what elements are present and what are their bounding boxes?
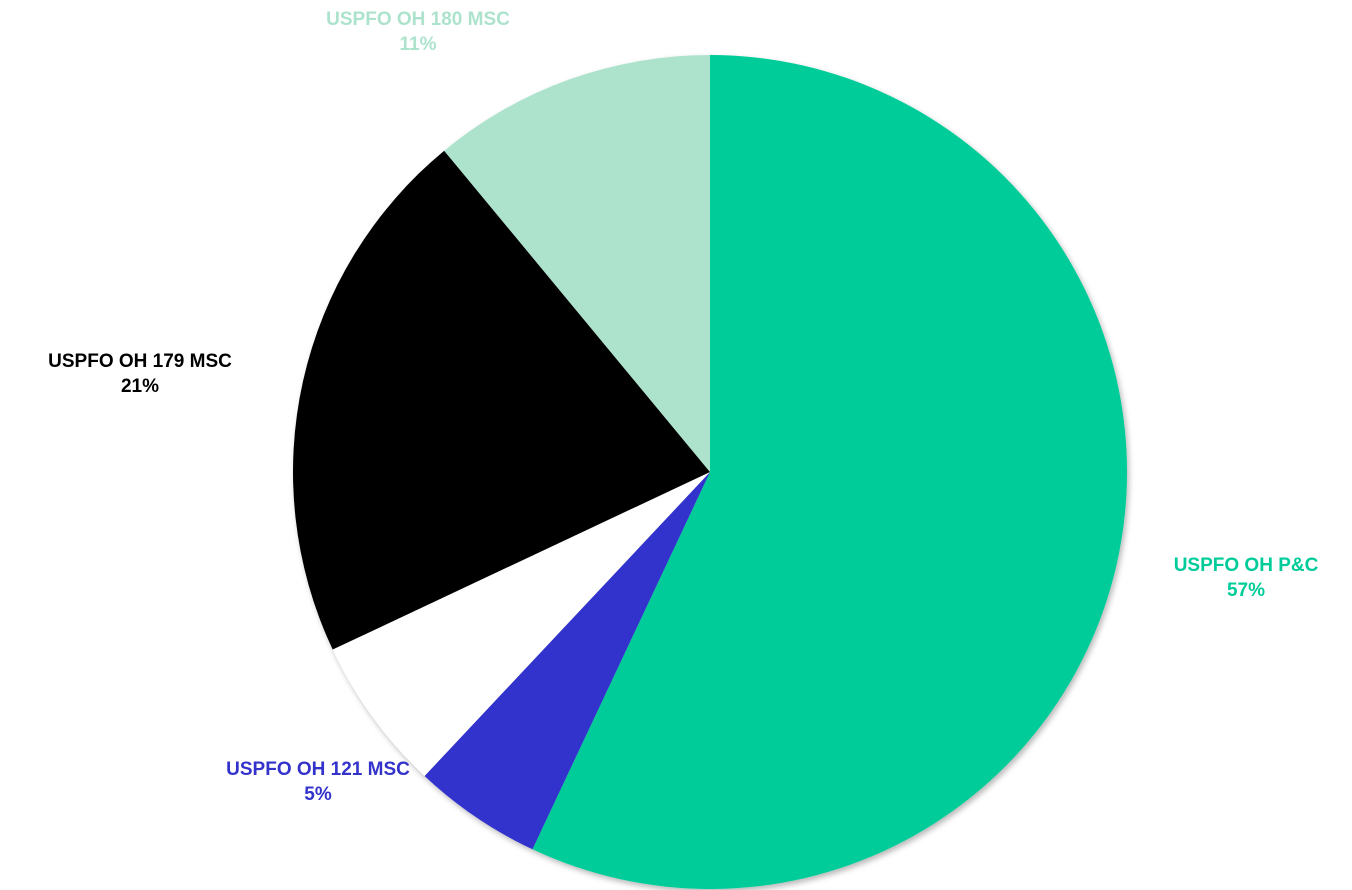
slice-label-4: USPFO OH 180 MSC bbox=[326, 9, 510, 30]
slice-label-3: USPFO OH 179 MSC bbox=[48, 351, 232, 372]
slice-percent-3: 21% bbox=[121, 376, 159, 397]
pie-slices bbox=[293, 55, 1128, 890]
pie-slice-0 bbox=[532, 55, 1128, 890]
pie-slice-3 bbox=[293, 150, 710, 650]
slice-percent-0: 57% bbox=[1227, 580, 1265, 601]
pie-slice-4 bbox=[444, 55, 710, 472]
pie-slice-2 bbox=[332, 472, 710, 776]
pie-slice-1 bbox=[424, 472, 710, 850]
pie-labels: USPFO OH P&C 57% USPFO OH 121 MSC 5% USPFO O… bbox=[48, 9, 1318, 805]
slice-label-1: USPFO OH 121 MSC bbox=[226, 759, 410, 780]
slice-label-0: USPFO OH P&C bbox=[1174, 555, 1319, 576]
slice-percent-4: 11% bbox=[400, 34, 437, 55]
slice-percent-1: 5% bbox=[304, 784, 332, 805]
